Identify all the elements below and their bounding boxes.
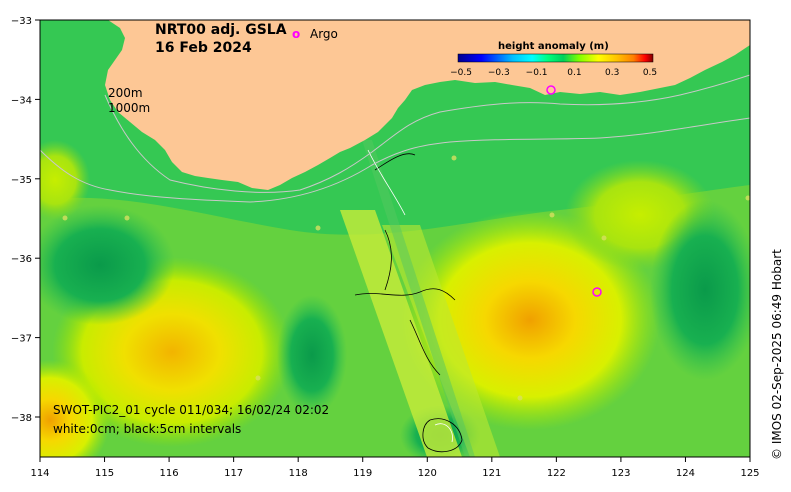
swot-caption-line1: SWOT-PIC2_01 cycle 011/034; 16/02/24 02:… — [53, 403, 329, 417]
swot-caption-line2: white:0cm; black:5cm intervals — [53, 422, 241, 436]
colorbar-tick-label: 0.5 — [643, 68, 657, 78]
x-tick-label: 114 — [30, 468, 49, 479]
argo-float[interactable] — [546, 85, 556, 95]
x-axis: 114 115 116 117 118 119 120 121 122 123 124 125 — [30, 457, 760, 479]
argo-floats — [546, 85, 602, 297]
observation-point — [517, 395, 523, 401]
observation-points — [62, 155, 751, 401]
observation-point — [451, 155, 457, 161]
y-tick-label: −34 — [11, 95, 32, 106]
observation-point — [549, 212, 555, 218]
colorbar — [457, 53, 654, 63]
land-australia — [40, 20, 750, 190]
isobath-1000m-label: 1000m — [108, 101, 150, 115]
isobath-1000m — [40, 117, 750, 203]
colorbar-tick-label: −0.5 — [450, 68, 472, 78]
colorbar-ticks: −0.5 −0.3 −0.1 0.1 0.3 0.5 — [450, 68, 657, 78]
y-tick-label: −36 — [11, 254, 32, 265]
y-tick-label: −38 — [11, 413, 32, 424]
observation-point — [124, 215, 130, 221]
x-tick-label: 120 — [418, 468, 437, 479]
swot-swath-left — [340, 210, 462, 457]
swot-zero-contours — [367, 149, 453, 443]
imos-credit: © IMOS 02-Sep-2025 06:49 Hobart — [770, 249, 784, 460]
observation-point — [255, 375, 261, 381]
southwest-warm-patch — [40, 360, 110, 457]
x-tick-label: 125 — [740, 468, 759, 479]
x-tick-label: 123 — [611, 468, 630, 479]
x-tick-label: 124 — [676, 468, 695, 479]
x-tick-label: 119 — [353, 468, 372, 479]
map-title-date: 16 Feb 2024 — [155, 40, 252, 56]
central-low — [277, 295, 347, 415]
observation-point — [745, 195, 751, 201]
colorbar-tick-label: 0.1 — [567, 68, 581, 78]
map-title-product: NRT00 adj. GSLA — [155, 22, 287, 38]
plot-frame — [39, 19, 751, 458]
argo-legend-label: Argo — [310, 27, 338, 41]
colorbar-tick-label: −0.1 — [526, 68, 548, 78]
x-tick-label: 122 — [547, 468, 566, 479]
colorbar-tick-label: 0.3 — [605, 68, 619, 78]
x-tick-label: 121 — [482, 468, 501, 479]
observation-point — [601, 235, 607, 241]
x-tick-label: 117 — [224, 468, 243, 479]
y-axis: −33 −34 −35 −36 −37 −38 — [11, 16, 40, 424]
observation-point — [62, 215, 68, 221]
x-tick-label: 116 — [160, 468, 179, 479]
eastern-low — [650, 200, 750, 380]
y-tick-label: −35 — [11, 175, 32, 186]
swot-contours — [354, 153, 463, 453]
western-low — [40, 205, 175, 325]
observation-point — [315, 225, 321, 231]
colorbar-title: height anomaly (m) — [498, 41, 609, 52]
x-tick-label: 115 — [95, 468, 114, 479]
map-plot-area — [40, 20, 750, 457]
western-yellow-patch — [40, 140, 90, 220]
y-tick-label: −33 — [11, 16, 32, 27]
isobath-200m — [104, 74, 750, 193]
x-tick-label: 118 — [289, 468, 308, 479]
swot-nadir-gap — [362, 140, 475, 457]
isobath-200m-label: 200m — [108, 86, 143, 100]
colorbar-tick-label: −0.3 — [488, 68, 510, 78]
argo-legend-symbol: o — [292, 27, 300, 41]
y-tick-label: −37 — [11, 334, 32, 345]
argo-float[interactable] — [592, 287, 602, 297]
